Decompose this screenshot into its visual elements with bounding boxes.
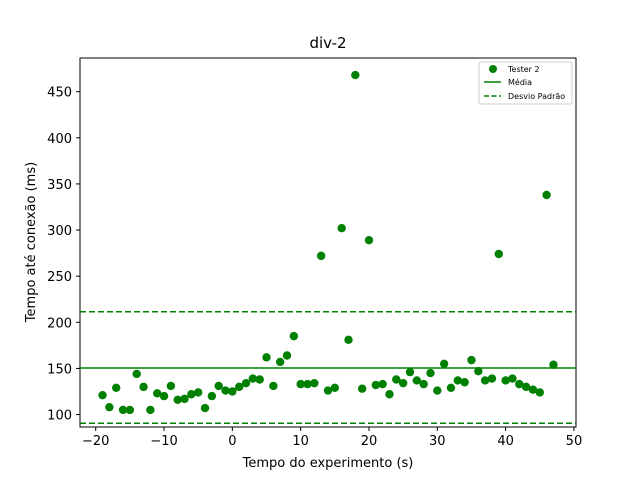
data-point <box>501 376 510 385</box>
data-point <box>248 374 258 383</box>
data-point <box>528 385 538 394</box>
data-point <box>494 249 503 259</box>
legend-label-stddev: Desvio Padrão <box>508 92 565 101</box>
x-tick-label: 20 <box>361 434 378 449</box>
data-point <box>289 331 299 341</box>
data-point <box>371 380 381 390</box>
y-tick-label: 100 <box>47 409 72 424</box>
data-point <box>98 390 107 400</box>
y-tick-label: 450 <box>47 86 72 101</box>
data-point <box>221 386 230 395</box>
y-tick-label: 250 <box>47 270 72 285</box>
data-point <box>200 403 210 413</box>
legend-marker-tester <box>489 65 497 73</box>
data-point <box>159 391 169 401</box>
data-point <box>112 383 121 392</box>
data-point <box>542 190 551 200</box>
data-point <box>453 376 463 385</box>
data-point <box>508 374 517 383</box>
data-point <box>412 376 422 385</box>
data-point <box>460 378 469 387</box>
data-point <box>330 383 340 392</box>
data-point <box>234 382 244 392</box>
y-tick-label: 350 <box>47 178 72 193</box>
data-point <box>193 388 203 397</box>
legend-label-tester: Tester 2 <box>507 65 540 74</box>
data-point <box>385 390 394 399</box>
data-point <box>310 378 319 388</box>
data-point <box>426 368 435 378</box>
data-point <box>269 381 278 391</box>
data-point <box>398 378 408 388</box>
data-point <box>214 381 223 391</box>
data-point <box>439 359 449 369</box>
x-tick-label: −20 <box>82 434 109 449</box>
plot-area <box>79 57 577 428</box>
data-point <box>480 376 490 385</box>
data-point <box>296 379 305 389</box>
data-point <box>132 369 141 379</box>
data-point <box>180 394 189 404</box>
legend-box <box>478 61 573 105</box>
data-point <box>337 224 346 233</box>
data-point <box>323 386 333 395</box>
data-point <box>166 381 176 391</box>
data-point <box>364 235 374 245</box>
data-point <box>316 251 326 261</box>
data-point <box>187 390 196 399</box>
data-point <box>228 387 237 396</box>
data-point <box>419 379 428 389</box>
data-point <box>549 360 558 369</box>
data-point <box>405 367 415 377</box>
x-tick-label: −10 <box>150 434 177 449</box>
data-point <box>139 382 148 392</box>
plot-frame <box>79 57 577 428</box>
data-point <box>378 379 387 389</box>
y-axis-label: Tempo até conexão (ms) <box>24 162 39 323</box>
data-point <box>467 355 476 365</box>
data-point <box>433 386 442 395</box>
data-point <box>125 405 135 415</box>
data-point <box>153 389 162 398</box>
data-point <box>357 384 367 393</box>
data-point <box>487 374 497 383</box>
data-point <box>207 391 217 401</box>
x-axis-label: Tempo do experimento (s) <box>242 456 414 471</box>
x-tick-label: 30 <box>429 434 446 449</box>
x-tick-label: 40 <box>497 434 514 449</box>
data-point <box>344 335 353 345</box>
data-point <box>173 395 182 404</box>
y-tick-label: 200 <box>47 316 72 331</box>
legend: Tester 2 Média Desvio Padrão <box>478 61 573 105</box>
data-point <box>275 357 285 367</box>
y-tick-label: 150 <box>47 362 72 377</box>
data-point <box>521 382 531 392</box>
data-point <box>446 383 456 392</box>
data-point <box>535 388 544 397</box>
data-point <box>303 379 312 389</box>
chart-title: div-2 <box>309 34 346 52</box>
data-point <box>392 375 401 384</box>
data-point <box>255 375 264 384</box>
y-tick-label: 400 <box>47 132 72 147</box>
data-point <box>146 405 155 415</box>
legend-label-mean: Média <box>508 77 532 87</box>
x-tick-label: 0 <box>228 434 236 449</box>
y-tick-label: 300 <box>47 224 72 239</box>
data-point <box>105 402 114 412</box>
x-tick-label: 50 <box>566 434 583 449</box>
data-point <box>515 379 524 389</box>
data-point <box>118 405 128 415</box>
data-point <box>262 353 271 362</box>
data-point <box>351 70 360 80</box>
x-tick-label: 10 <box>292 434 309 449</box>
data-point <box>282 351 292 360</box>
data-point <box>241 378 251 388</box>
axis-ticks: −20 −10 0 10 20 30 40 50 100 150 200 250 300 350 400 45… <box>47 86 582 449</box>
data-point <box>474 366 483 376</box>
